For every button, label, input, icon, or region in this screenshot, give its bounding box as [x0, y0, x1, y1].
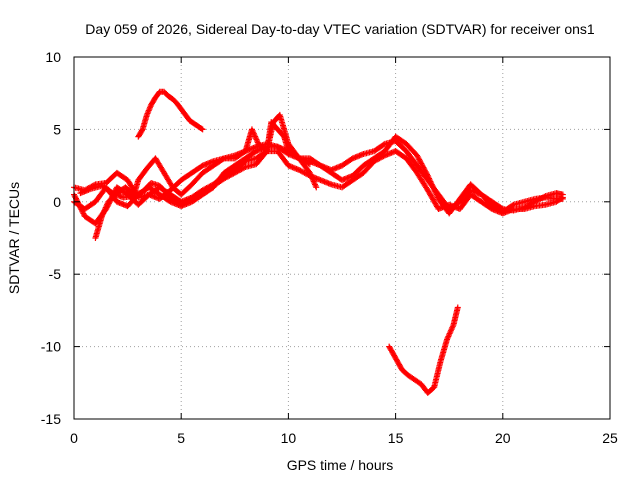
- y-tick-label: 5: [53, 121, 61, 137]
- y-tick-label: 0: [53, 194, 61, 210]
- series-arc-bottom: [386, 304, 461, 396]
- y-tick-label: -10: [41, 339, 61, 355]
- data-point: [559, 194, 566, 201]
- data-point: [72, 194, 79, 201]
- series-arc-top: [135, 88, 206, 140]
- y-axis-label: SDTVAR / TECUs: [6, 182, 22, 294]
- y-tick-label: -15: [41, 411, 61, 427]
- x-tick-label: 0: [70, 430, 78, 446]
- data-point: [313, 184, 320, 191]
- y-tick-label: 10: [45, 49, 61, 65]
- y-tick-label: -5: [49, 266, 62, 282]
- data-point: [219, 156, 226, 163]
- data-point: [138, 127, 145, 134]
- data-point: [79, 209, 86, 216]
- data-point: [76, 202, 83, 209]
- data-point: [80, 210, 87, 217]
- data-point: [71, 192, 78, 199]
- data-point: [77, 203, 84, 210]
- data-point: [199, 126, 206, 133]
- data-point: [454, 304, 461, 311]
- plot-border: [73, 56, 611, 420]
- chart-title: Day 059 of 2026, Sidereal Day-to-day VTE…: [85, 21, 595, 37]
- data-point: [198, 125, 205, 132]
- x-tick-label: 10: [281, 430, 297, 446]
- data-point: [241, 164, 248, 171]
- data-point: [306, 161, 313, 168]
- x-axis-label: GPS time / hours: [287, 457, 394, 473]
- series-track-d: [77, 119, 313, 208]
- x-tick-label: 5: [177, 430, 185, 446]
- data-point: [79, 207, 86, 214]
- data-point: [424, 171, 431, 178]
- data-point: [305, 160, 312, 167]
- data-point: [77, 205, 84, 212]
- axis-ticks: 0 5 10 15 20 25 -15 -10 -5 0 5 10: [41, 49, 618, 446]
- data-point: [558, 195, 565, 202]
- data-point: [380, 153, 387, 160]
- data-point: [380, 141, 387, 148]
- x-tick-label: 20: [495, 430, 511, 446]
- series-track-e: [92, 111, 320, 241]
- series-track-b: [71, 133, 566, 217]
- data-points: [71, 88, 566, 396]
- data-point: [75, 199, 82, 206]
- x-tick-label: 25: [602, 430, 618, 446]
- data-point: [78, 206, 85, 213]
- data-point: [241, 159, 248, 166]
- x-tick-label: 15: [388, 430, 404, 446]
- grid-lines: [74, 57, 610, 419]
